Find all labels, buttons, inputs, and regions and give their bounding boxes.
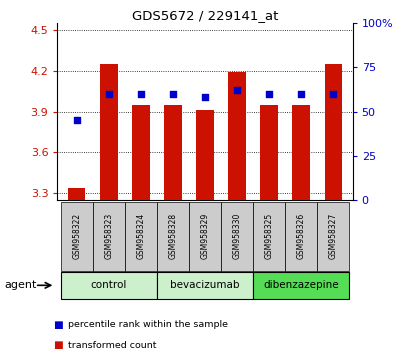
Text: ■: ■: [53, 320, 63, 330]
Text: control: control: [90, 280, 127, 290]
Bar: [260, 105, 277, 200]
Text: GSM958329: GSM958329: [200, 213, 209, 259]
Point: [265, 91, 272, 97]
Text: percentile rank within the sample: percentile rank within the sample: [67, 320, 227, 329]
Bar: [228, 72, 245, 200]
Bar: [100, 64, 117, 200]
Text: bevacizumab: bevacizumab: [170, 280, 239, 290]
Text: ■: ■: [53, 340, 63, 350]
Bar: [92, 202, 124, 271]
Text: GSM958326: GSM958326: [296, 213, 305, 259]
Point: [297, 91, 304, 97]
Text: agent: agent: [4, 280, 36, 290]
Bar: [189, 202, 220, 271]
Text: GSM958324: GSM958324: [136, 213, 145, 259]
Bar: [61, 202, 92, 271]
Text: GDS5672 / 229141_at: GDS5672 / 229141_at: [131, 9, 278, 22]
Text: GSM958323: GSM958323: [104, 213, 113, 259]
Bar: [61, 272, 157, 299]
Text: GSM958328: GSM958328: [168, 213, 177, 259]
Bar: [196, 110, 213, 200]
Text: GSM958330: GSM958330: [232, 213, 241, 259]
Text: GSM958322: GSM958322: [72, 213, 81, 259]
Point: [201, 95, 208, 100]
Bar: [157, 272, 252, 299]
Point: [137, 91, 144, 97]
Bar: [292, 105, 309, 200]
Text: dibenzazepine: dibenzazepine: [263, 280, 338, 290]
Point: [73, 118, 80, 123]
Point: [169, 91, 176, 97]
Point: [329, 91, 336, 97]
Bar: [220, 202, 252, 271]
Bar: [157, 202, 189, 271]
Bar: [317, 202, 348, 271]
Bar: [324, 64, 342, 200]
Text: transformed count: transformed count: [67, 341, 156, 350]
Bar: [67, 188, 85, 200]
Bar: [252, 202, 285, 271]
Bar: [124, 202, 157, 271]
Point: [105, 91, 112, 97]
Bar: [285, 202, 317, 271]
Bar: [164, 105, 181, 200]
Text: GSM958327: GSM958327: [328, 213, 337, 259]
Text: GSM958325: GSM958325: [264, 213, 273, 259]
Bar: [132, 105, 149, 200]
Bar: [252, 272, 348, 299]
Point: [233, 87, 240, 93]
